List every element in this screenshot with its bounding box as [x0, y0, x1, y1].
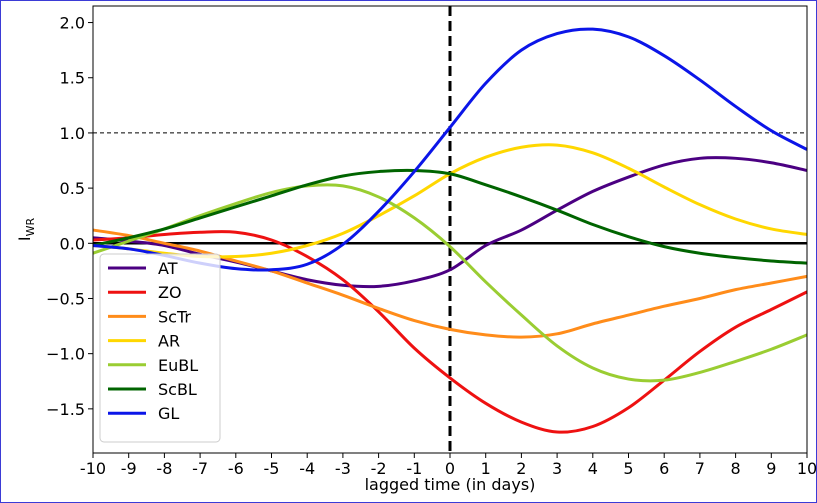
x-tick-label: 3: [552, 459, 562, 478]
legend-label-eubl: EuBL: [158, 356, 198, 375]
x-tick-label: 4: [588, 459, 598, 478]
x-tick-label: 1: [481, 459, 491, 478]
x-tick-label: 7: [695, 459, 705, 478]
y-tick-label: 0.0: [60, 234, 85, 253]
y-tick-label: −1.0: [46, 345, 85, 364]
y-tick-label: 1.5: [60, 69, 85, 88]
x-tick-label: -6: [228, 459, 244, 478]
x-tick-label: 2: [516, 459, 526, 478]
x-tick-label: -5: [264, 459, 280, 478]
reference-lines: [93, 6, 807, 453]
x-tick-label: -10: [80, 459, 106, 478]
y-tick-label: 0.5: [60, 179, 85, 198]
legend-label-ar: AR: [158, 332, 180, 351]
y-tick-label: −0.5: [46, 289, 85, 308]
legend: AT ZO ScTr AR EuBL ScBL GL: [99, 253, 221, 443]
x-tick-label: -8: [156, 459, 172, 478]
series-line-zo: [92, 230, 808, 434]
series-line-scbl: [92, 168, 808, 265]
x-tick-label: -4: [299, 459, 315, 478]
legend-label-at: AT: [158, 259, 178, 278]
legend-label-zo: ZO: [158, 283, 182, 302]
x-tick-label: -1: [406, 459, 422, 478]
x-tick-label: 0: [445, 459, 455, 478]
y-axis-label: IWR: [15, 218, 37, 242]
series-line-eubl: [92, 183, 808, 383]
x-tick-label: -2: [371, 459, 387, 478]
y-tick-label: 2.0: [60, 14, 85, 33]
legend-box: [99, 253, 221, 443]
x-tick-label: 6: [659, 459, 669, 478]
y-axis: 2.0 1.5 1.0 0.5 0.0 −0.5 −1.0 −1.5: [46, 14, 93, 419]
x-axis: -10 -9 -8 -7 -6 -5 -4 -3 -2 -1 0 1 2 3 4 5 6 7 8 9 10: [80, 453, 817, 478]
y-axis-label-sub: WR: [24, 218, 37, 237]
x-tick-label: -3: [335, 459, 351, 478]
x-tick-label: 10: [797, 459, 817, 478]
x-axis-label: lagged time (in days): [365, 475, 536, 494]
x-tick-label: 8: [731, 459, 741, 478]
x-tick-label: -7: [192, 459, 208, 478]
y-axis-label-main: I: [15, 236, 34, 241]
x-tick-label: 9: [766, 459, 776, 478]
legend-label-gl: GL: [158, 404, 179, 423]
y-tick-label: −1.5: [46, 400, 85, 419]
x-tick-label: -9: [121, 459, 137, 478]
x-tick-label: 5: [623, 459, 633, 478]
legend-label-scbl: ScBL: [158, 380, 197, 399]
legend-label-sctr: ScTr: [158, 307, 191, 326]
y-tick-label: 1.0: [60, 124, 85, 143]
